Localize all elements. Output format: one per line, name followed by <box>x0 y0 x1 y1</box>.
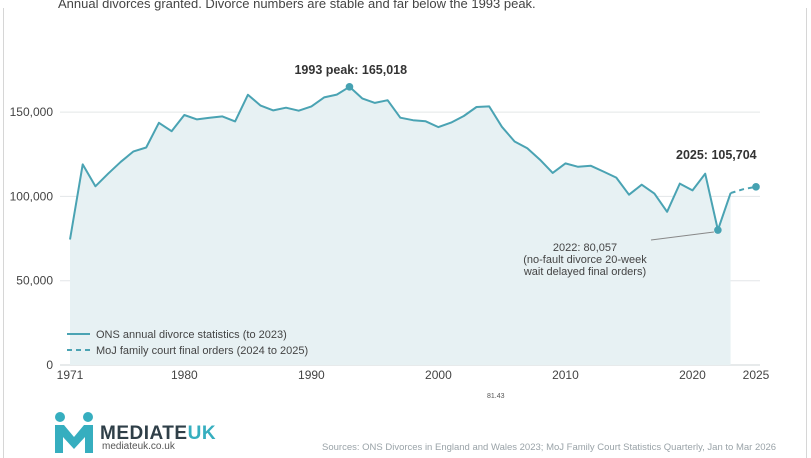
logo-brand-accent: UK <box>187 423 217 444</box>
logo-brand-main: MEDIATE <box>100 423 188 444</box>
peak-1993-marker <box>345 83 354 91</box>
point-2022-marker <box>714 226 722 234</box>
logo-wordmark: MEDIATEUK <box>100 423 216 445</box>
point-2022-note-line: 2022: 80,057 <box>553 242 617 254</box>
x-tick-label: 2000 <box>425 368 452 382</box>
y-tick-label: 150,000 <box>10 105 54 119</box>
x-tick-label: 1990 <box>298 368 325 382</box>
mediate-logo-icon <box>55 412 93 453</box>
chart-frame <box>3 8 807 458</box>
y-tick-label: 100,000 <box>10 189 54 203</box>
y-tick-label: 0 <box>46 358 53 372</box>
legend-label-moj: MoJ family court final orders (2024 to 2… <box>96 345 308 357</box>
mediate-uk-logo: MEDIATEUK mediateuk.co.uk <box>52 410 222 454</box>
series-line-ons <box>69 85 732 240</box>
peak-1993-label: 1993 peak: 165,018 <box>294 63 407 77</box>
point-2025-label: 2025: 105,704 <box>676 148 757 162</box>
x-tick-label: 2020 <box>679 368 706 382</box>
point-2022-note-line: wait delayed final orders) <box>523 266 646 278</box>
point-2022-connector <box>650 231 714 241</box>
y-tick-label: 50,000 <box>16 274 53 288</box>
x-tick-label: 2010 <box>552 368 579 382</box>
point-2022-note-line: (no-fault divorce 20-week <box>523 254 647 266</box>
x-tick-label: 1980 <box>171 368 198 382</box>
logo-url: mediateuk.co.uk <box>102 441 175 452</box>
sources-note: Sources: ONS Divorces in England and Wal… <box>322 442 777 453</box>
x-tick-label: 2025 <box>743 368 770 382</box>
point-2025-marker <box>752 183 760 191</box>
series-line-moj <box>730 185 757 195</box>
chart-subtitle: Annual divorces granted. Divorce numbers… <box>58 0 536 11</box>
area-fill-ons <box>70 86 731 366</box>
center-note: 81.43 <box>487 393 505 400</box>
legend-label-ons: ONS annual divorce statistics (to 2023) <box>96 329 287 341</box>
x-tick-label: 1971 <box>57 368 84 382</box>
